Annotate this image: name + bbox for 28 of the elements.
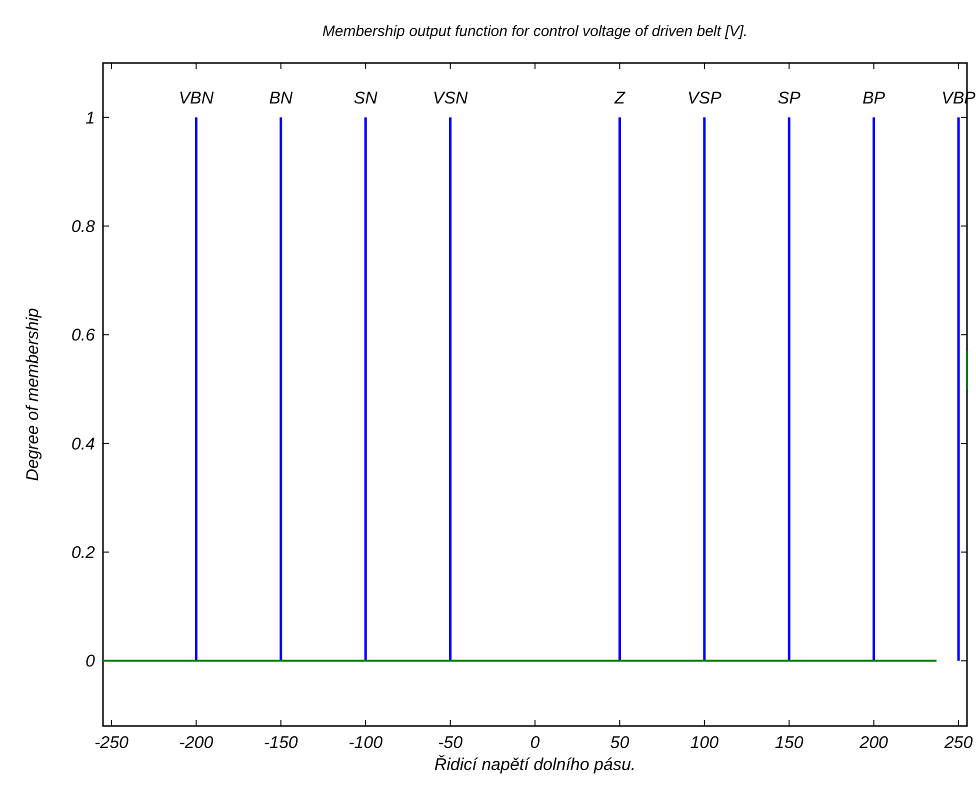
chart-title: Membership output function for control voltage of driven belt [V].: [322, 23, 748, 40]
x-tick-label: -200: [179, 733, 214, 752]
annotation: VSP: [687, 88, 722, 108]
x-tick-label: 50: [610, 733, 630, 752]
x-tick-label: -250: [94, 733, 130, 752]
y-tick-label: 0.2: [71, 543, 96, 562]
x-axis-title: Řidicí napětí dolního pásu.: [434, 755, 636, 774]
x-tick-label: -150: [264, 733, 298, 752]
x-tick-label: -50: [438, 733, 464, 752]
x-tick-label: 150: [774, 733, 804, 752]
annotation: VBN: [178, 88, 214, 108]
x-tick-label: -100: [348, 733, 384, 752]
x-tick-label: 0: [530, 733, 540, 752]
annotation: VSN: [432, 88, 468, 108]
y-tick-label: 0.6: [71, 326, 96, 345]
annotation: Z: [614, 88, 626, 108]
annotation: SP: [778, 88, 802, 108]
y-axis-title: Degree of membership: [23, 308, 42, 481]
annotation: BP: [862, 88, 886, 108]
y-tick-label: 0: [86, 652, 96, 671]
x-tick-label: 250: [943, 733, 974, 752]
y-tick-label: 0.8: [71, 216, 96, 236]
x-tick-label: 200: [858, 733, 889, 752]
x-tick-label: 100: [690, 733, 720, 752]
annotation: SN: [354, 88, 378, 108]
annotation: BN: [269, 88, 294, 108]
y-tick-label: 0.4: [71, 434, 95, 454]
y-tick-label: 1: [86, 108, 95, 128]
